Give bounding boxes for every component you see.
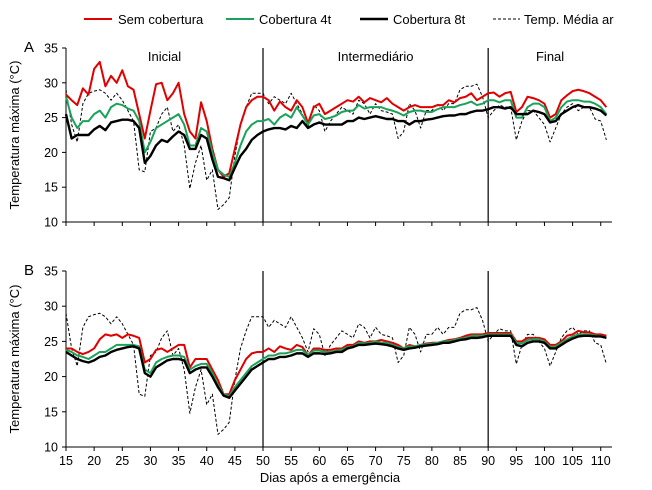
panel-a-series-1-line bbox=[65, 60, 608, 178]
panel-a-y-tick-label: 25 bbox=[44, 111, 58, 125]
panel-b-y-tick-label: 15 bbox=[44, 405, 58, 419]
x-tick-label: 75 bbox=[397, 454, 411, 468]
x-tick-label: 20 bbox=[87, 454, 101, 468]
panel-a-y-tick-label: 10 bbox=[44, 216, 58, 230]
x-tick-label: 95 bbox=[509, 454, 523, 468]
panel-a-y-tick-label: 15 bbox=[44, 181, 58, 195]
legend-label-1: Sem cobertura bbox=[118, 12, 204, 27]
panel-b-label: B bbox=[24, 262, 34, 279]
x-tick-label: 100 bbox=[534, 454, 555, 468]
panel-a-y-tick-label: 35 bbox=[44, 42, 58, 56]
x-tick-label: 80 bbox=[425, 454, 439, 468]
x-tick-label: 50 bbox=[256, 454, 270, 468]
x-tick-label: 35 bbox=[172, 454, 186, 468]
panel-a-series-3-line bbox=[64, 103, 608, 182]
x-tick-label: 45 bbox=[228, 454, 242, 468]
x-tick-label: 25 bbox=[115, 454, 129, 468]
x-tick-label: 60 bbox=[312, 454, 326, 468]
x-tick-label: 30 bbox=[143, 454, 157, 468]
panel-a-series-2-line bbox=[65, 96, 608, 178]
panel-b-series-4-line bbox=[65, 307, 607, 435]
panel-a-phase-label-3: Final bbox=[536, 49, 564, 64]
panel-a-y-tick-label: 20 bbox=[44, 146, 58, 160]
panel-b-y-tick-label: 25 bbox=[44, 335, 58, 349]
x-tick-label: 90 bbox=[481, 454, 495, 468]
x-axis-title: Dias após a emergência bbox=[260, 470, 401, 485]
x-tick-label: 85 bbox=[453, 454, 467, 468]
x-tick-label: 70 bbox=[369, 454, 383, 468]
panel-b-y-tick-label: 35 bbox=[44, 265, 58, 279]
y-axis-title-a: Temperatura máxima (°C) bbox=[7, 61, 22, 210]
x-tick-label: 15 bbox=[59, 454, 73, 468]
x-tick-label: 40 bbox=[200, 454, 214, 468]
x-tick-label: 110 bbox=[591, 454, 611, 468]
panel-a-y-tick-label: 30 bbox=[44, 76, 58, 90]
panel-a-phase-label-1: Inicial bbox=[148, 49, 181, 64]
y-axis-title-b: Temperatura máxima (°C) bbox=[7, 285, 22, 434]
legend-label-2: Cobertura 4t bbox=[259, 12, 332, 27]
panel-b-series-3-line bbox=[65, 334, 607, 399]
panel-a-label: A bbox=[24, 39, 34, 56]
panel-a-phase-label-2: Intermediário bbox=[338, 49, 414, 64]
legend-label-4: Temp. Média ar bbox=[524, 12, 614, 27]
panel-b-y-tick-label: 20 bbox=[44, 370, 58, 384]
panel-b-y-tick-label: 30 bbox=[44, 300, 58, 314]
x-tick-label: 65 bbox=[340, 454, 354, 468]
x-tick-label: 55 bbox=[284, 454, 298, 468]
panel-b-y-tick-label: 10 bbox=[44, 441, 58, 455]
legend-label-3: Cobertura 8t bbox=[393, 12, 466, 27]
x-tick-label: 105 bbox=[562, 454, 583, 468]
